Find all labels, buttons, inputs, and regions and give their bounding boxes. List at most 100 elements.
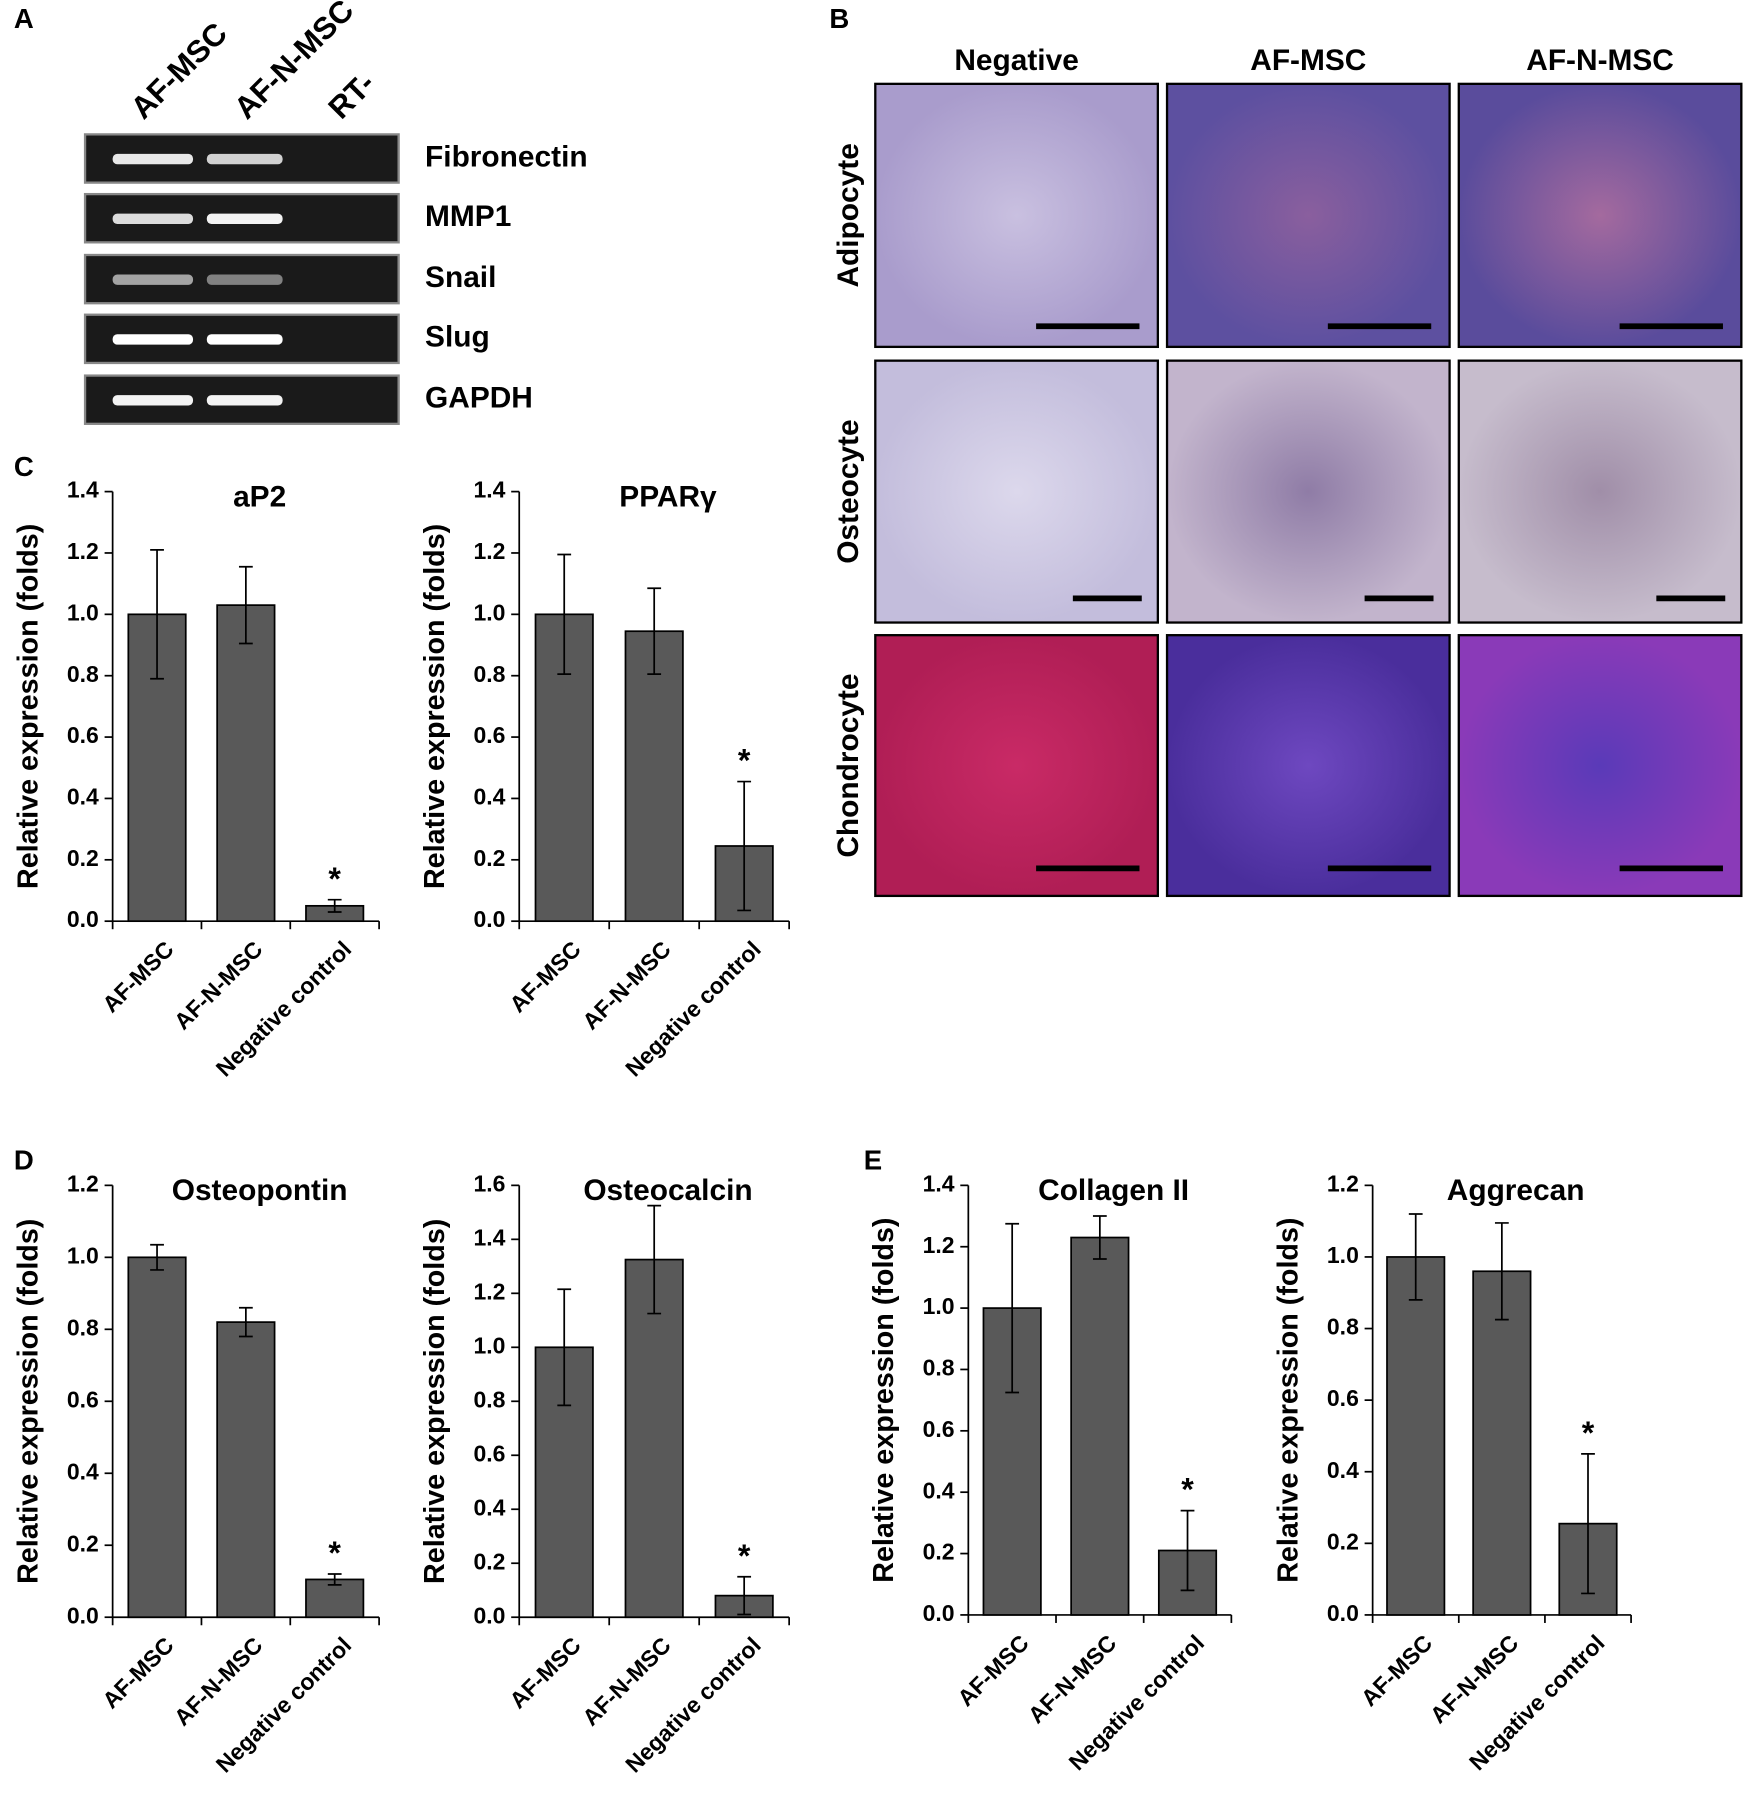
significance-mark: * (738, 743, 751, 779)
micrograph (874, 359, 1160, 624)
x-tick-label: AF-MSC (97, 1632, 179, 1714)
chart-title: Collagen II (1038, 1174, 1189, 1207)
column-title: AF-MSC (1250, 44, 1366, 77)
error-bar (647, 1204, 662, 1315)
error-bar (557, 553, 572, 676)
y-tick-label: 1.2 (923, 1232, 955, 1258)
error-bar (737, 780, 752, 912)
y-axis-label: Relative expression (folds) (1273, 1217, 1305, 1582)
gel-band (112, 213, 194, 224)
gel-band (206, 395, 283, 406)
significance-mark: * (328, 1535, 341, 1571)
panel-label: B (829, 3, 849, 34)
y-tick-label: 1.4 (474, 477, 506, 503)
y-axis-label: Relative expression (folds) (419, 524, 451, 889)
error-bar (327, 1573, 342, 1586)
error-bar (327, 898, 342, 913)
bar (216, 1321, 276, 1619)
y-tick-label: 0.4 (474, 784, 506, 810)
gel-band (112, 274, 194, 285)
column-title: AF-N-MSC (1526, 44, 1674, 77)
y-tick-label: 1.4 (923, 1170, 955, 1196)
significance-mark: * (1582, 1415, 1595, 1451)
gene-label: Slug (425, 321, 490, 354)
y-tick-label: 0.2 (923, 1539, 955, 1565)
y-tick-label: 0.6 (67, 722, 99, 748)
y-tick-label: 0.4 (923, 1477, 955, 1503)
bar (305, 1578, 365, 1619)
row-label: Chondrocyte (832, 673, 865, 857)
y-tick-label: 1.2 (67, 538, 99, 564)
panel-label: C (14, 451, 34, 482)
bar (624, 1258, 684, 1619)
error-bar (1494, 1222, 1509, 1321)
error-bar (238, 565, 253, 645)
chart-title: PPARγ (619, 480, 717, 513)
bar (1386, 1256, 1446, 1616)
bar (1472, 1270, 1532, 1616)
bar (216, 604, 276, 923)
micrograph (874, 634, 1160, 898)
y-tick-label: 0.8 (923, 1355, 955, 1381)
significance-mark: * (328, 861, 341, 897)
gel-band (206, 334, 283, 345)
chart-title: aP2 (233, 480, 286, 513)
micrograph (1165, 359, 1451, 624)
bar (624, 630, 684, 923)
gel-band (206, 213, 283, 224)
chart-title: Osteocalcin (583, 1174, 752, 1207)
y-tick-label: 1.2 (474, 1278, 506, 1304)
x-tick-label: AF-N-MSC (577, 1632, 676, 1731)
y-tick-label: 0.4 (67, 784, 99, 810)
row-label: Adipocyte (832, 143, 865, 287)
y-tick-label: 0.2 (1327, 1528, 1359, 1554)
significance-mark: * (1181, 1472, 1194, 1508)
error-bar (150, 549, 164, 680)
error-bar (1005, 1222, 1020, 1394)
chart-title: Aggrecan (1447, 1174, 1585, 1207)
micrograph (1457, 82, 1743, 349)
y-tick-label: 0.0 (67, 1602, 99, 1628)
y-tick-label: 0.2 (67, 1530, 99, 1556)
y-tick-label: 0.4 (474, 1494, 506, 1520)
panel-label: A (14, 3, 34, 34)
y-tick-label: 0.2 (474, 1548, 506, 1574)
y-tick-label: 0.4 (1327, 1457, 1359, 1483)
gene-label: Fibronectin (425, 140, 588, 173)
error-bar (238, 1306, 253, 1338)
chart-title: Osteopontin (172, 1174, 348, 1207)
y-tick-label: 1.6 (474, 1170, 506, 1196)
row-label: Osteocyte (832, 419, 865, 563)
y-tick-label: 1.0 (67, 1242, 99, 1268)
error-bar (1180, 1509, 1195, 1592)
y-tick-label: 1.0 (67, 599, 99, 625)
panel-label: E (864, 1145, 882, 1176)
panel-label: D (14, 1145, 34, 1176)
gel-band (206, 274, 283, 285)
micrograph (1165, 634, 1451, 898)
error-bar (737, 1575, 752, 1616)
y-tick-label: 1.2 (67, 1170, 99, 1196)
x-tick-label: AF-N-MSC (577, 936, 676, 1035)
y-tick-label: 0.8 (474, 661, 506, 687)
y-tick-label: 0.0 (1327, 1600, 1359, 1626)
micrograph (874, 82, 1160, 349)
y-tick-label: 1.2 (474, 538, 506, 564)
gene-label: GAPDH (425, 382, 533, 415)
y-tick-label: 0.4 (67, 1458, 99, 1484)
y-axis-label: Relative expression (folds) (13, 1219, 45, 1584)
y-tick-label: 0.0 (67, 906, 99, 932)
gel-band (206, 153, 283, 165)
y-tick-label: 0.6 (1327, 1385, 1359, 1411)
micrograph (1457, 359, 1743, 624)
bar (1070, 1236, 1130, 1616)
x-tick-label: AF-MSC (97, 936, 179, 1018)
micrograph (1165, 82, 1451, 349)
y-tick-label: 1.4 (474, 1224, 506, 1250)
y-tick-label: 1.4 (67, 477, 99, 503)
y-tick-label: 0.6 (474, 722, 506, 748)
column-title: Negative (954, 44, 1078, 77)
y-tick-label: 0.2 (474, 845, 506, 871)
x-tick-label: AF-MSC (952, 1630, 1034, 1712)
